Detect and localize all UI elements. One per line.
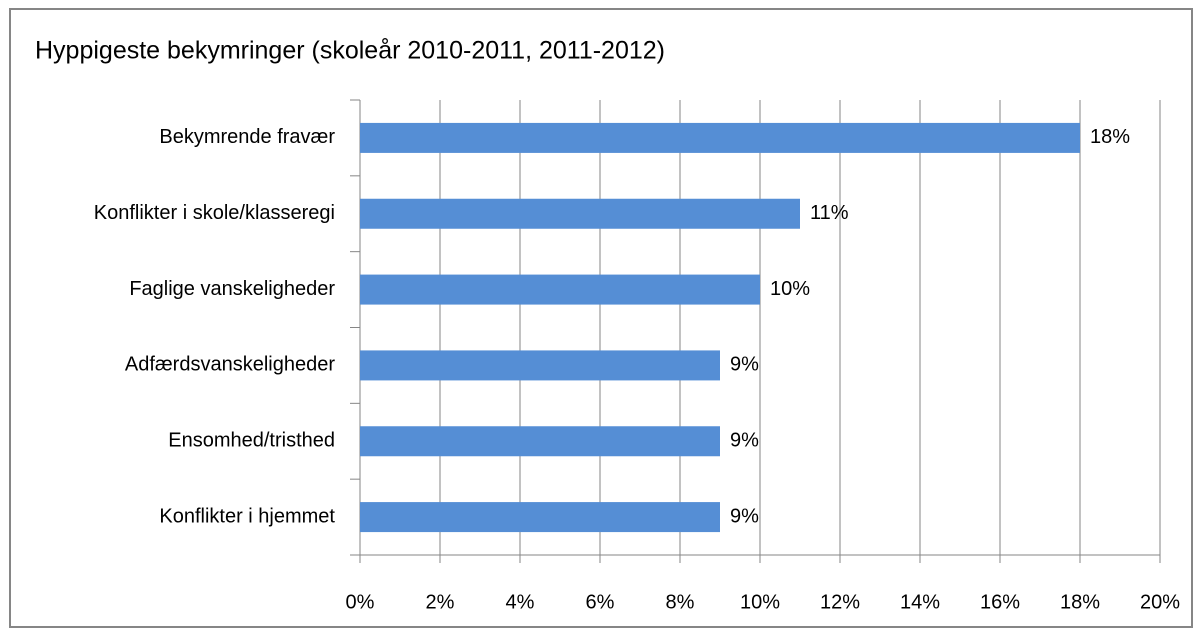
bar bbox=[360, 274, 760, 305]
y-tick-label: Konflikter i hjemmet bbox=[159, 505, 335, 527]
x-tick-label: 14% bbox=[900, 591, 940, 613]
y-tick-label: Ensomhed/tristhed bbox=[168, 430, 335, 452]
x-tick-label: 20% bbox=[1140, 591, 1180, 613]
x-tick-label: 12% bbox=[820, 591, 860, 613]
chart-border bbox=[9, 8, 1193, 628]
value-label: 11% bbox=[810, 202, 849, 224]
value-label: 9% bbox=[730, 505, 759, 527]
y-tick-label: Faglige vanskeligheder bbox=[129, 278, 335, 300]
x-tick-label: 10% bbox=[740, 591, 780, 613]
value-label: 9% bbox=[730, 354, 759, 376]
chart-title: Hyppigeste bekymringer (skoleår 2010-201… bbox=[35, 37, 665, 65]
bar bbox=[360, 198, 800, 229]
x-tick-label: 6% bbox=[586, 591, 615, 613]
x-tick-label: 2% bbox=[426, 591, 455, 613]
y-tick-label: Adfærdsvanskeligheder bbox=[125, 354, 335, 376]
bar bbox=[360, 426, 720, 457]
x-tick-label: 18% bbox=[1060, 591, 1100, 613]
value-label: 9% bbox=[730, 430, 759, 452]
bar bbox=[360, 122, 1080, 153]
x-tick-label: 4% bbox=[506, 591, 535, 613]
bar bbox=[360, 502, 720, 533]
x-tick-label: 8% bbox=[666, 591, 695, 613]
value-label: 18% bbox=[1090, 126, 1130, 148]
value-label: 10% bbox=[770, 278, 810, 300]
x-tick-label: 16% bbox=[980, 591, 1020, 613]
bar bbox=[360, 350, 720, 381]
y-tick-label: Konflikter i skole/klasseregi bbox=[94, 202, 335, 224]
x-tick-label: 0% bbox=[346, 591, 375, 613]
y-tick-label: Bekymrende fravær bbox=[159, 126, 335, 148]
